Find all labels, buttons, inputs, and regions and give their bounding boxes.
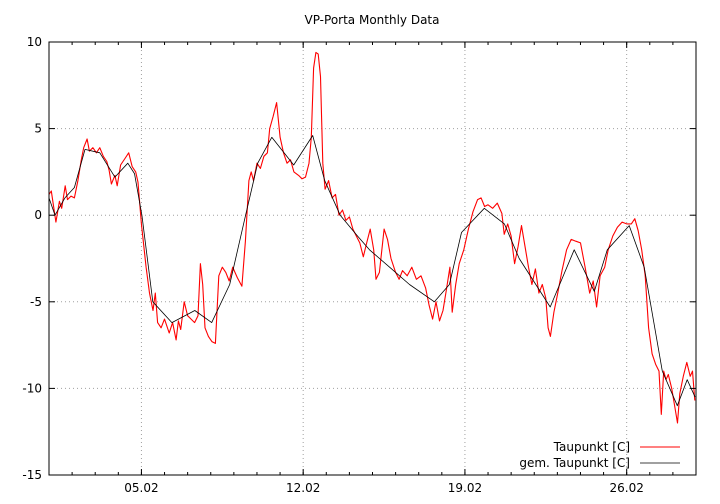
x-tick-label: 12.02 xyxy=(286,481,320,495)
y-tick-label: -15 xyxy=(22,468,42,482)
y-tick-label: 10 xyxy=(27,35,42,49)
series-line-gem-taupunkt xyxy=(48,135,696,407)
legend: Taupunkt [C] gem. Taupunkt [C] xyxy=(519,440,680,470)
x-tick-label: 05.02 xyxy=(124,481,158,495)
series-layer xyxy=(48,51,696,424)
axes: -15 -10 -5 0 5 10 05.02 12.02 19.02 26.02 xyxy=(22,35,696,495)
y-tick-label: -10 xyxy=(22,381,42,395)
y-tick-label: 5 xyxy=(34,122,42,136)
x-tick-label: 26.02 xyxy=(609,481,643,495)
plot-frame xyxy=(48,41,697,476)
legend-label-gem-taupunkt: gem. Taupunkt [C] xyxy=(519,456,630,470)
y-tick-label: 0 xyxy=(34,208,42,222)
grid xyxy=(49,42,696,475)
chart-title: VP-Porta Monthly Data xyxy=(305,13,440,27)
series-line-taupunkt xyxy=(48,51,696,424)
x-tick-label: 19.02 xyxy=(448,481,482,495)
legend-label-taupunkt: Taupunkt [C] xyxy=(553,440,630,454)
y-tick-label: -5 xyxy=(30,295,42,309)
